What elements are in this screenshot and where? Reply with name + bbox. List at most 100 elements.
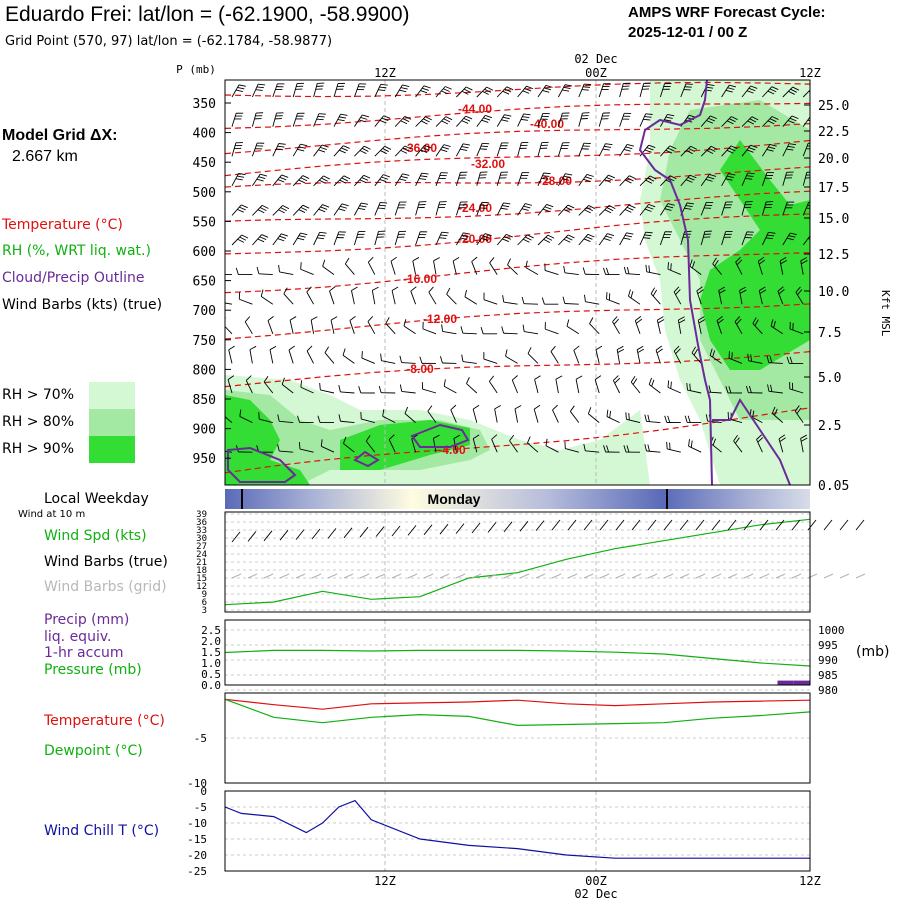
- wind-barb: [269, 345, 277, 364]
- pressure-tick-label: 350: [193, 97, 216, 112]
- wind-barb: [795, 286, 804, 305]
- wind-barb: [537, 84, 553, 98]
- windchill-tick: 0: [200, 785, 207, 798]
- wind-barb: [511, 375, 519, 394]
- wind-barb: [489, 375, 498, 394]
- true-wind-barb: [471, 522, 481, 534]
- wind-barb: [598, 143, 613, 157]
- true-wind-barb: [663, 519, 673, 531]
- grid-wind-barb: [471, 573, 482, 579]
- wind-barb: [666, 441, 681, 453]
- wind-barb: [456, 86, 473, 98]
- grid-wind-barb: [743, 573, 754, 579]
- cross-section-frame: [224, 79, 811, 486]
- grid-wind-barb: [631, 573, 642, 579]
- temp-tick: -5: [194, 732, 207, 745]
- wind-barb: [659, 231, 672, 246]
- grid-wind-barb: [231, 573, 242, 579]
- true-wind-barb: [583, 519, 593, 531]
- windchill-line: [224, 799, 810, 859]
- label-pressure: Pressure (mb): [44, 662, 142, 678]
- wind-barb: [476, 233, 492, 246]
- wind-barb: [689, 259, 702, 275]
- grid-wind-barb: [551, 573, 562, 579]
- wind-barb: [612, 316, 620, 335]
- isotherm-line: [225, 351, 810, 388]
- wind-barb: [680, 174, 697, 187]
- height-tick-label: 25.0: [818, 99, 849, 114]
- wind-barb: [598, 205, 616, 216]
- isotherm-line: [225, 252, 810, 294]
- weekday-sub: Wind at 10 m: [18, 509, 86, 520]
- wind-barb: [700, 145, 718, 157]
- wind-barb: [656, 316, 665, 334]
- wind-barb: [403, 319, 416, 335]
- wind-barb: [441, 324, 457, 335]
- true-wind-barb: [839, 519, 849, 531]
- wind-barb: [251, 142, 265, 157]
- wind-barb: [427, 405, 437, 423]
- wind-barb: [606, 409, 620, 424]
- wind-barb: [391, 286, 399, 305]
- wind-barb: [317, 415, 335, 424]
- wind-barb: [380, 353, 396, 364]
- grid-wind-barb: [727, 573, 738, 579]
- wind-barb: [333, 203, 349, 216]
- legend-rh80-label: RH > 80%: [2, 414, 75, 430]
- wind-barb: [741, 144, 758, 157]
- wind-barb: [700, 230, 712, 246]
- weekday-title: Local Weekday: [44, 491, 149, 507]
- wind-barb: [358, 386, 375, 394]
- grid-wind-barb: [327, 573, 338, 579]
- wind-barb: [435, 116, 453, 127]
- true-wind-barb: [327, 528, 337, 539]
- wind-barb: [741, 201, 753, 216]
- wind-barb: [782, 171, 794, 186]
- grid-wind-barb: [311, 573, 322, 579]
- wind-barb: [766, 355, 783, 364]
- wind-barb: [225, 273, 233, 276]
- grid-wind-barb: [455, 573, 466, 579]
- wind-barb: [680, 145, 698, 157]
- wind-barb: [399, 384, 416, 394]
- wind-barb: [639, 144, 656, 157]
- wind-barb: [644, 444, 661, 453]
- grid-wind-barb: [839, 573, 850, 579]
- wind-barb: [619, 204, 636, 216]
- grid-wind-barb: [247, 573, 258, 579]
- wind-barb: [404, 406, 416, 423]
- label-wind-true: Wind Barbs (true): [44, 554, 168, 570]
- grid-wind-barb: [519, 573, 530, 579]
- true-wind-barb: [551, 519, 561, 531]
- wind-barb: [794, 405, 804, 423]
- grid-wind-barb: [263, 573, 274, 579]
- wind-barb: [494, 405, 502, 423]
- grid-wind-barb: [343, 573, 354, 579]
- wind-barb: [333, 175, 351, 187]
- wind-barb: [537, 203, 554, 216]
- wind-barb: [394, 115, 412, 127]
- wind-barb: [354, 202, 368, 216]
- wind-barb: [507, 258, 518, 275]
- wind-barb: [330, 316, 338, 334]
- wind-barb: [595, 345, 603, 364]
- legend-rh70-label: RH > 70%: [2, 387, 75, 403]
- grid-wind-barb: [359, 573, 370, 579]
- wind-barb: [537, 113, 550, 127]
- wind-barb: [767, 384, 783, 394]
- wind-barb: [779, 257, 787, 275]
- legend-rh: RH (%, WRT liq. wat.): [2, 243, 151, 259]
- wind-barb: [292, 112, 305, 127]
- wind-barb: [496, 202, 511, 216]
- true-wind-barb: [487, 522, 497, 533]
- wind-barb: [639, 175, 657, 187]
- true-wind-barb: [279, 529, 289, 541]
- true-wind-barb: [711, 519, 721, 531]
- isotherm-label: -12.00: [423, 312, 457, 326]
- wind-barb: [455, 201, 468, 216]
- true-wind-barb: [695, 519, 705, 531]
- label-wind-chill: Wind Chill T (°C): [44, 823, 160, 839]
- true-wind-barb: [759, 519, 769, 531]
- wind-barb: [557, 142, 570, 157]
